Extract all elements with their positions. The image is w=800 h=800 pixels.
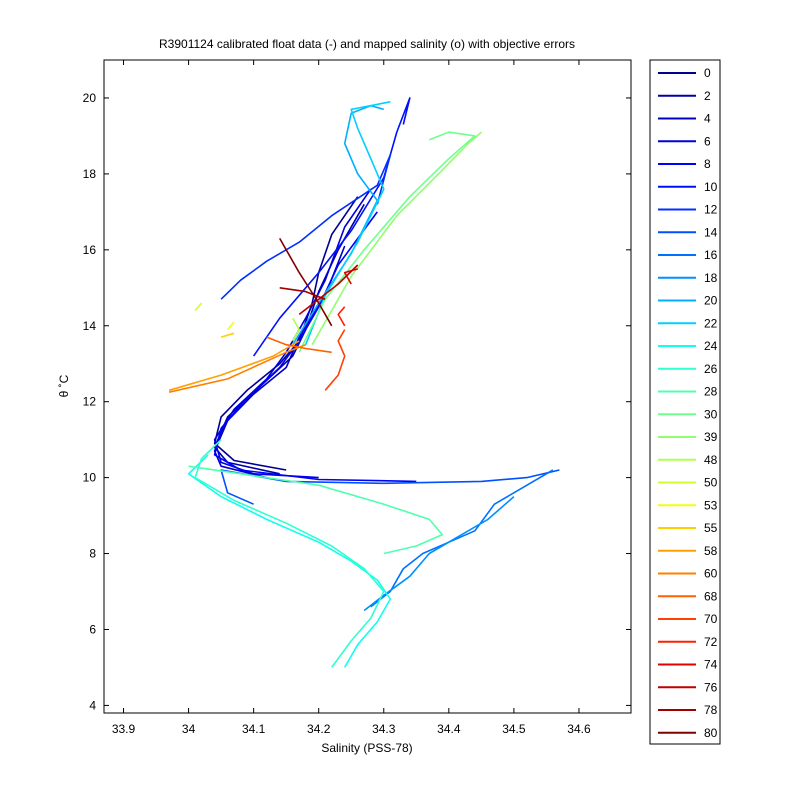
legend-label: 26 <box>704 362 718 376</box>
legend-label: 12 <box>704 203 718 217</box>
legend-label: 28 <box>704 385 718 399</box>
y-tick-label: 18 <box>83 167 97 181</box>
legend-label: 74 <box>704 658 718 672</box>
x-tick-label: 33.9 <box>112 722 136 736</box>
legend-box <box>649 59 721 745</box>
series-line-50 <box>194 302 203 312</box>
series-line-68 <box>266 336 332 354</box>
series-line-72 <box>337 306 346 327</box>
y-tick-label: 4 <box>89 698 96 712</box>
legend-label: 20 <box>704 294 718 308</box>
legend-label: 48 <box>704 453 718 467</box>
y-tick-label: 12 <box>83 395 97 409</box>
legend-label: 4 <box>704 112 711 126</box>
series-line-0 <box>213 196 359 471</box>
x-tick-label: 34.4 <box>437 722 461 736</box>
series-line-28 <box>188 465 444 555</box>
legend-label: 68 <box>704 589 718 603</box>
legend-label: 39 <box>704 430 718 444</box>
series-line-60 <box>168 343 306 393</box>
series-line-22 <box>304 101 391 345</box>
tick-layer: 33.9 34 34.1 34.2 34.3 34.4 34.5 34.6 4 6 8 10 12 14 1… <box>83 60 631 736</box>
y-tick-label: 16 <box>83 243 97 257</box>
y-tick-label: 10 <box>83 471 97 485</box>
legend-label: 2 <box>704 89 711 103</box>
chart-title: R3901124 calibrated float data (-) and m… <box>159 37 575 51</box>
series-line-20 <box>292 104 385 346</box>
series-line-18 <box>363 495 515 612</box>
series-layer <box>168 97 560 668</box>
legend-label: 70 <box>704 612 718 626</box>
y-tick-label: 6 <box>89 622 96 636</box>
legend-label: 22 <box>704 316 718 330</box>
legend-label: 0 <box>704 66 711 80</box>
y-axis-label: θ ˚C <box>57 374 71 397</box>
series-line-14 <box>220 469 560 505</box>
x-tick-label: 34.1 <box>242 722 266 736</box>
legend-label: 30 <box>704 407 718 421</box>
series-line-26 <box>194 439 385 668</box>
legend-label: 58 <box>704 544 718 558</box>
legend-label: 18 <box>704 271 718 285</box>
legend-label: 50 <box>704 476 718 490</box>
y-tick-label: 20 <box>83 91 97 105</box>
legend-label: 60 <box>704 567 718 581</box>
y-tick-label: 8 <box>89 547 96 561</box>
legend-label: 76 <box>704 680 718 694</box>
legend-label: 72 <box>704 635 718 649</box>
series-line-58 <box>168 340 300 392</box>
x-tick-label: 34.6 <box>567 722 591 736</box>
x-axis-label: Salinity (PSS-78) <box>321 741 412 755</box>
series-line-78 <box>279 287 326 300</box>
x-tick-label: 34 <box>182 722 196 736</box>
legend-label: 78 <box>704 703 718 717</box>
legend-label: 10 <box>704 180 718 194</box>
series-line-10 <box>252 97 411 357</box>
legend-label: 14 <box>704 225 718 239</box>
series-line-80 <box>279 238 333 327</box>
x-tick-label: 34.5 <box>502 722 526 736</box>
series-line-53 <box>226 321 235 331</box>
legend-label: 6 <box>704 134 711 148</box>
series-line-24 <box>187 454 392 668</box>
legend: 0246810121416182022242628303948505355586… <box>658 66 718 740</box>
series-line-30 <box>298 131 476 353</box>
series-line-48 <box>292 317 301 342</box>
legend-label: 8 <box>704 157 711 171</box>
x-tick-label: 34.3 <box>372 722 396 736</box>
legend-label: 24 <box>704 339 718 353</box>
x-tick-label: 34.2 <box>307 722 331 736</box>
y-tick-label: 14 <box>83 319 97 333</box>
legend-label: 80 <box>704 726 718 740</box>
legend-label: 53 <box>704 498 718 512</box>
legend-label: 16 <box>704 248 718 262</box>
series-line-76 <box>298 264 359 316</box>
series-line-70 <box>324 329 346 391</box>
series-line-55 <box>220 332 235 338</box>
legend-label: 55 <box>704 521 718 535</box>
series-line-12 <box>220 154 392 300</box>
series-line-39 <box>311 131 482 346</box>
